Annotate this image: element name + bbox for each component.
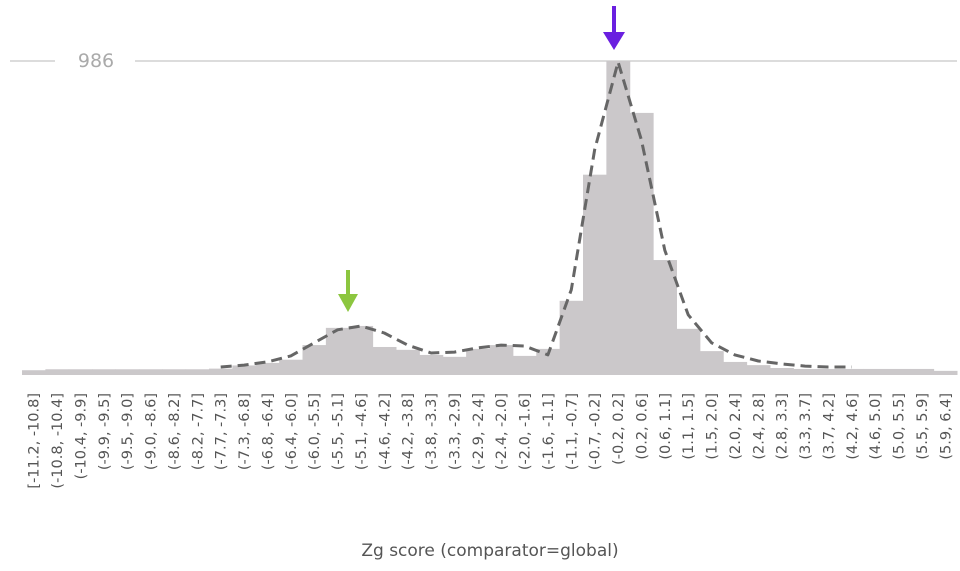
x-tick-label: (-4.6, -4.2] — [377, 393, 393, 470]
x-tick-label: (-6.8, -6.4] — [260, 393, 276, 470]
x-tick-label: (-3.3, -2.9] — [447, 393, 463, 470]
x-tick-label: (1.1, 1.5] — [681, 393, 697, 460]
bar — [255, 362, 280, 375]
bar — [279, 359, 303, 375]
x-tick-label: (-10.4, -9.9] — [73, 393, 89, 479]
x-tick-label: (-8.6, -8.2] — [167, 393, 183, 470]
density-curve — [220, 60, 852, 369]
bar — [489, 345, 514, 375]
bar — [559, 300, 584, 375]
x-tick-label: (-0.7, -0.2] — [588, 393, 604, 470]
bar — [629, 112, 654, 375]
x-axis-title: Zg score (comparator=global) — [361, 541, 618, 561]
bar — [699, 351, 724, 375]
bar — [746, 365, 771, 375]
bar — [209, 368, 233, 375]
x-tick-label: (-3.8, -3.3] — [424, 393, 440, 470]
reference-label: 986 — [78, 50, 114, 72]
bar — [232, 365, 257, 375]
x-tick-label: (-1.6, -1.1] — [541, 393, 557, 470]
bar — [793, 368, 818, 375]
bar — [325, 327, 350, 375]
x-tick-label: (-6.4, -6.0] — [284, 393, 300, 470]
bar — [536, 348, 561, 375]
bar — [816, 368, 841, 375]
x-tick-label: (2.4, 2.8] — [751, 393, 767, 460]
bar — [863, 368, 888, 375]
bar — [933, 370, 958, 375]
x-tick-label: (5.9, 6.4] — [938, 393, 954, 460]
x-tick-label: (-6.0, -5.5] — [307, 393, 323, 470]
x-tick-label: (-5.5, -5.1] — [331, 393, 347, 470]
bar — [466, 348, 490, 375]
bar — [185, 369, 210, 375]
bar — [606, 61, 631, 375]
bar — [840, 368, 864, 375]
x-tick-label: (-0.2, 0.2] — [611, 393, 627, 465]
bar — [770, 367, 794, 375]
bar — [583, 174, 607, 375]
plot: 986 [-11.2, -10.8] (-10.8, -10.4] (-10.4, -… — [10, 50, 958, 489]
bar — [886, 368, 911, 375]
bar — [162, 369, 187, 375]
x-tick-label: (-10.8, -10.4] — [50, 393, 66, 489]
bar — [442, 356, 467, 375]
x-tick-label: (-2.4, -2.0] — [494, 393, 510, 470]
x-tick-label: [-11.2, -10.8] — [27, 393, 43, 489]
bar — [653, 260, 677, 375]
bar — [45, 369, 70, 375]
arrow-secondary-peak — [338, 270, 358, 312]
bar — [419, 354, 444, 375]
x-tick-label: (-8.2, -7.7] — [190, 393, 206, 470]
bar — [910, 368, 935, 375]
x-tick-label: (-9.0, -8.6] — [144, 393, 160, 470]
x-tick-label: (-9.9, -9.5] — [97, 393, 113, 470]
x-tick-label: (4.2, 4.6] — [845, 393, 861, 460]
x-tick-label: (3.7, 4.2] — [821, 393, 837, 460]
arrow-main-peak — [603, 6, 625, 50]
x-tick-label: (-1.1, -0.7] — [564, 393, 580, 470]
bar — [92, 369, 116, 375]
bar — [349, 325, 374, 375]
x-tick-label: (-4.2, -3.8] — [401, 393, 417, 470]
bar — [676, 328, 701, 375]
x-tick-label: (-7.3, -6.8] — [237, 393, 253, 470]
bar — [723, 361, 748, 375]
x-tick-label: (2.8, 3.3] — [775, 393, 791, 460]
x-tick-label: (0.6, 1.1] — [658, 393, 674, 460]
bar — [512, 355, 537, 375]
bar — [372, 346, 397, 375]
x-tick-label: (-7.7, -7.3] — [214, 393, 230, 470]
bar — [68, 369, 93, 375]
bar — [115, 369, 140, 375]
bar — [396, 349, 420, 375]
x-tick-label: (-9.5, -9.0] — [120, 393, 136, 470]
x-tick-label: (-2.9, -2.4] — [471, 393, 487, 470]
x-tick-label: (-5.1, -4.6] — [354, 393, 370, 470]
x-tick-label: (5.0, 5.5] — [892, 393, 908, 460]
x-tick-label: (4.6, 5.0] — [868, 393, 884, 460]
bar — [22, 370, 46, 375]
bar — [138, 369, 163, 375]
x-tick-label: (3.3, 3.7] — [798, 393, 814, 460]
x-tick-label: (-2.0, -1.6] — [518, 393, 534, 470]
x-tick-label: (0.2, 0.6] — [634, 393, 650, 460]
x-tick-label: (1.5, 2.0] — [705, 393, 721, 460]
bar — [302, 345, 327, 375]
x-tick-label: (5.5, 5.9] — [915, 393, 931, 460]
x-tick-label: (2.0, 2.4] — [728, 393, 744, 460]
